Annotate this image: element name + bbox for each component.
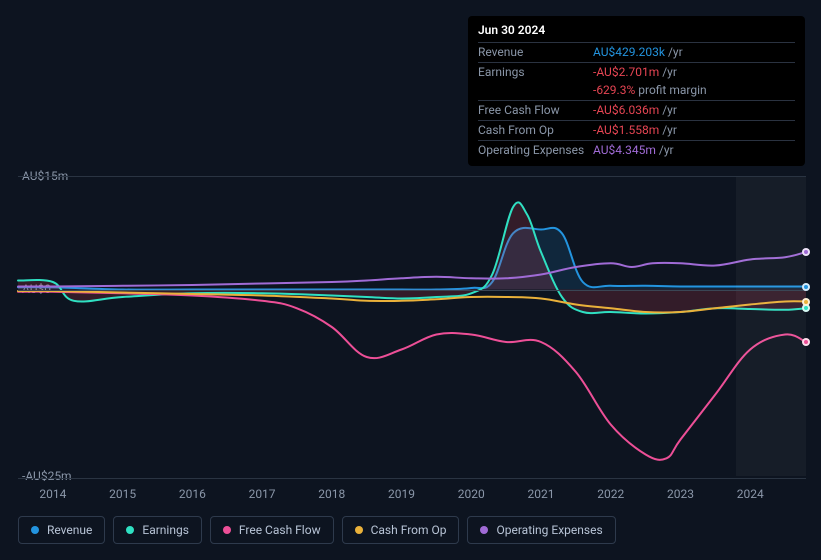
x-tick-label: 2020 bbox=[458, 487, 485, 501]
legend-color-dot bbox=[355, 526, 363, 534]
tooltip-metric-label: Free Cash Flow bbox=[478, 102, 593, 119]
x-tick-label: 2019 bbox=[388, 487, 415, 501]
x-tick-label: 2023 bbox=[667, 487, 694, 501]
x-tick-label: 2018 bbox=[318, 487, 345, 501]
tooltip-metric-label: Revenue bbox=[478, 44, 593, 61]
forecast-region bbox=[736, 177, 806, 476]
tooltip-row: Earnings-AU$2.701m/yr bbox=[478, 62, 795, 82]
series-endpoint-dot bbox=[802, 283, 810, 291]
legend-item[interactable]: Free Cash Flow bbox=[210, 516, 334, 544]
series-endpoint-dot bbox=[802, 338, 810, 346]
legend-item[interactable]: Operating Expenses bbox=[467, 516, 615, 544]
tooltip-metric-value: -629.3% bbox=[593, 82, 635, 99]
legend-label: Cash From Op bbox=[371, 523, 447, 537]
series-endpoint-dot bbox=[802, 298, 810, 306]
x-axis: 2014 2015 2016 2017 2018 2019 2020 2021 2022 2023… bbox=[18, 478, 806, 498]
x-tick-label: 2016 bbox=[179, 487, 206, 501]
tooltip-metric-value: -AU$6.036m bbox=[593, 102, 659, 119]
tooltip-metric-suffix: /yr bbox=[668, 44, 683, 61]
legend-color-dot bbox=[223, 526, 231, 534]
tooltip-metric-suffix: /yr bbox=[662, 102, 677, 119]
zero-axis-line bbox=[18, 290, 806, 291]
tooltip-metric-value: -AU$2.701m bbox=[593, 64, 659, 81]
data-tooltip: Jun 30 2024 RevenueAU$429.203k/yrEarning… bbox=[468, 16, 805, 166]
tooltip-metric-label bbox=[478, 82, 593, 99]
tooltip-row: -629.3%profit margin bbox=[478, 81, 795, 100]
legend-label: Free Cash Flow bbox=[239, 523, 321, 537]
chart-lines bbox=[18, 177, 806, 477]
tooltip-metric-suffix: /yr bbox=[662, 64, 677, 81]
legend-label: Revenue bbox=[47, 523, 92, 537]
tooltip-metric-value: AU$4.345m bbox=[593, 142, 656, 159]
tooltip-row: RevenueAU$429.203k/yr bbox=[478, 42, 795, 62]
tooltip-metric-label: Earnings bbox=[478, 64, 593, 81]
legend-item[interactable]: Cash From Op bbox=[342, 516, 460, 544]
legend-label: Operating Expenses bbox=[496, 523, 602, 537]
tooltip-metric-label: Cash From Op bbox=[478, 122, 593, 139]
chart-legend: Revenue Earnings Free Cash Flow Cash From O… bbox=[18, 516, 616, 544]
legend-color-dot bbox=[31, 526, 39, 534]
tooltip-date: Jun 30 2024 bbox=[478, 22, 795, 42]
legend-item[interactable]: Revenue bbox=[18, 516, 105, 544]
legend-item[interactable]: Earnings bbox=[113, 516, 202, 544]
tooltip-row: Operating ExpensesAU$4.345m/yr bbox=[478, 140, 795, 160]
legend-color-dot bbox=[480, 526, 488, 534]
x-tick-label: 2015 bbox=[109, 487, 136, 501]
tooltip-row: Cash From Op-AU$1.558m/yr bbox=[478, 120, 795, 140]
tooltip-metric-suffix: /yr bbox=[662, 122, 677, 139]
tooltip-metric-suffix: profit margin bbox=[638, 82, 706, 99]
series-endpoint-dot bbox=[802, 248, 810, 256]
tooltip-row: Free Cash Flow-AU$6.036m/yr bbox=[478, 100, 795, 120]
tooltip-metric-suffix: /yr bbox=[659, 142, 674, 159]
legend-label: Earnings bbox=[142, 523, 189, 537]
tooltip-metric-value: AU$429.203k bbox=[593, 44, 665, 61]
x-tick-label: 2021 bbox=[528, 487, 555, 501]
tooltip-metric-label: Operating Expenses bbox=[478, 142, 593, 159]
x-tick-label: 2024 bbox=[737, 487, 764, 501]
legend-color-dot bbox=[126, 526, 134, 534]
x-tick-label: 2014 bbox=[39, 487, 66, 501]
x-tick-label: 2022 bbox=[597, 487, 624, 501]
x-tick-label: 2017 bbox=[249, 487, 276, 501]
tooltip-metric-value: -AU$1.558m bbox=[593, 122, 659, 139]
